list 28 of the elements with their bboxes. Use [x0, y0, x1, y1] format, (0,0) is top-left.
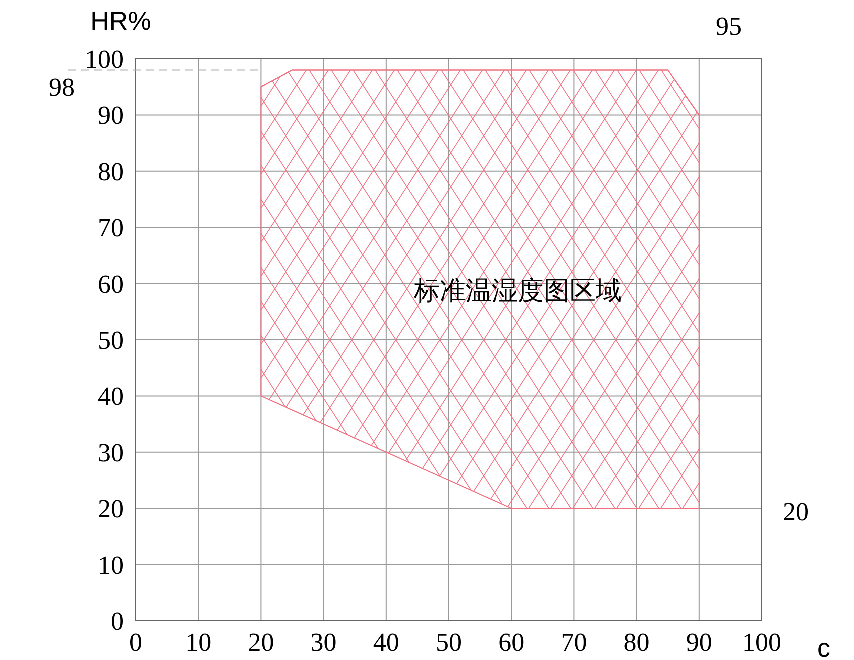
text: 0 [111, 607, 124, 636]
text: 40 [98, 382, 124, 412]
text: 98 [49, 73, 75, 102]
text: 30 [98, 438, 124, 468]
text: 20 [98, 494, 124, 524]
text: 70 [98, 214, 124, 243]
text: 30 [310, 628, 337, 657]
text: 100 [85, 45, 124, 74]
text: 60 [98, 270, 124, 299]
text: 60 [498, 628, 525, 657]
text: 20 [248, 628, 274, 657]
text: 0 [130, 628, 142, 657]
text: 80 [98, 157, 124, 186]
text: 80 [624, 628, 650, 657]
text: 70 [561, 628, 588, 657]
text: 10 [186, 628, 212, 657]
text: 标准温湿度图区域 [414, 276, 622, 306]
text: 100 [742, 628, 782, 657]
text: c [818, 633, 830, 660]
text: 20 [783, 498, 809, 527]
text: 95 [716, 12, 742, 41]
text: HR% [90, 6, 152, 36]
text: 40 [373, 628, 400, 657]
text: 10 [98, 550, 124, 580]
text: 50 [436, 628, 462, 657]
text: 50 [98, 326, 124, 355]
text: 90 [98, 101, 124, 130]
text: 90 [686, 628, 712, 657]
